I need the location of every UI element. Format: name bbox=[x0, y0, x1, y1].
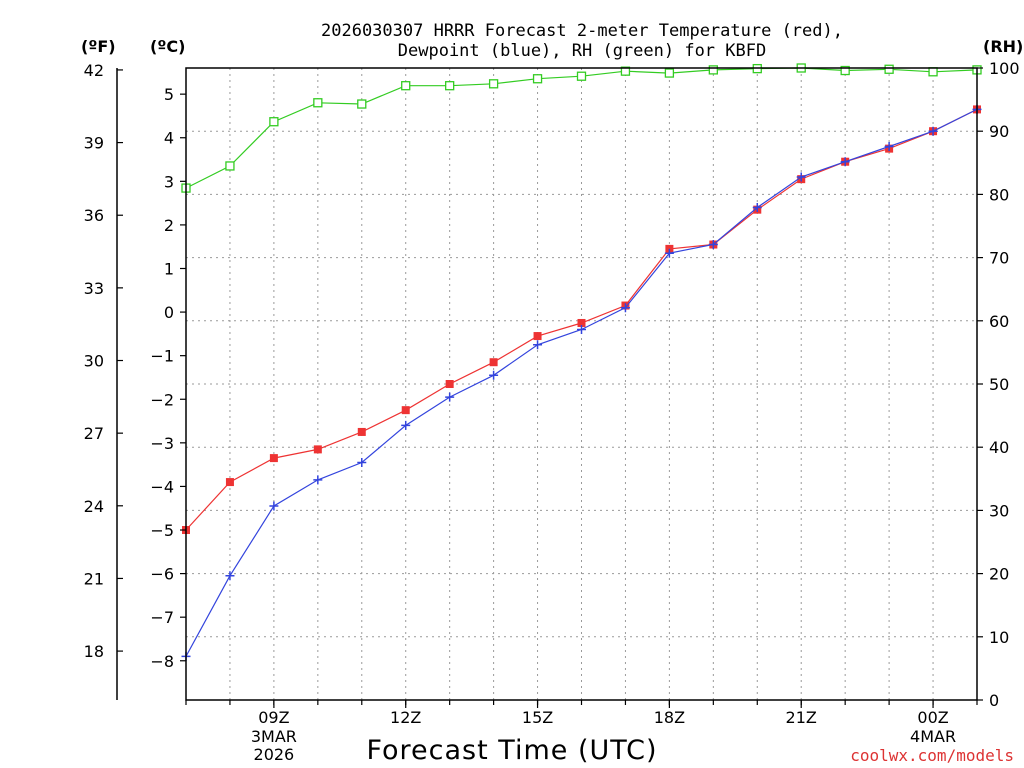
x-tick-year-label: 2026 bbox=[254, 745, 295, 764]
x-tick-date-label: 4MAR bbox=[910, 727, 956, 746]
celsius-tick-label: 1 bbox=[164, 259, 174, 278]
dewpoint-series-point bbox=[269, 501, 279, 511]
rh-tick-label: 0 bbox=[989, 691, 999, 710]
source-credit: coolwx.com/models bbox=[850, 746, 1014, 765]
temperature-series-point bbox=[313, 445, 322, 454]
dewpoint-series-point bbox=[445, 392, 455, 402]
rh-series-point bbox=[445, 81, 455, 91]
fahrenheit-tick-label: 33 bbox=[84, 279, 104, 298]
grid-lines bbox=[186, 68, 977, 700]
dewpoint-series-point bbox=[225, 571, 235, 581]
rh-tick-label: 100 bbox=[989, 59, 1020, 78]
fahrenheit-tick-label: 30 bbox=[84, 352, 104, 371]
celsius-tick-label: 0 bbox=[164, 303, 174, 322]
rh-series-point bbox=[840, 65, 850, 76]
fahrenheit-tick-label: 27 bbox=[84, 424, 104, 443]
temperature-series-point bbox=[401, 406, 410, 415]
rh-series-point bbox=[620, 66, 631, 76]
x-tick-label: 15Z bbox=[522, 708, 553, 727]
rh-tick-label: 90 bbox=[989, 122, 1009, 141]
celsius-tick-label: −8 bbox=[150, 652, 174, 671]
celsius-tick-label: −7 bbox=[150, 608, 174, 627]
dewpoint-series-line bbox=[185, 108, 978, 657]
rh-tick-label: 60 bbox=[989, 312, 1009, 331]
celsius-tick-label: −1 bbox=[150, 347, 174, 366]
temperature-series-point bbox=[357, 427, 366, 436]
axis-ticks: −8 −7 −6 −5 −4 −3 −2 −1 0 1 2 3 4 5 18 21 24 27 30 33 36 39 42… bbox=[84, 59, 1020, 764]
dewpoint-series-point bbox=[708, 240, 718, 250]
x-tick-label: 09Z bbox=[258, 708, 289, 727]
temperature-series-point bbox=[489, 358, 498, 367]
celsius-tick-label: −5 bbox=[150, 521, 174, 540]
celsius-tick-label: 4 bbox=[164, 129, 174, 148]
dewpoint-series-point bbox=[357, 457, 367, 467]
rh-series-point bbox=[225, 161, 235, 171]
rh-tick-label: 80 bbox=[989, 185, 1009, 204]
dewpoint-series-point bbox=[928, 126, 938, 136]
celsius-tick-label: −2 bbox=[150, 390, 174, 409]
temperature-series-point bbox=[445, 380, 454, 388]
celsius-tick-label: −4 bbox=[150, 477, 174, 496]
x-tick-label: 18Z bbox=[654, 708, 685, 727]
chart-title-line-1: 2026030307 HRRR Forecast 2-meter Tempera… bbox=[321, 21, 843, 41]
fahrenheit-tick-label: 18 bbox=[84, 642, 104, 661]
x-tick-date-label: 3MAR bbox=[251, 727, 297, 746]
dewpoint-series-point bbox=[664, 248, 674, 258]
rh-series-point bbox=[269, 117, 279, 127]
dewpoint-series-point bbox=[577, 325, 586, 335]
dewpoint-series-point bbox=[620, 303, 630, 313]
temperature-series-point bbox=[225, 478, 234, 487]
rh-tick-label: 70 bbox=[989, 249, 1009, 268]
dewpoint-series-point bbox=[401, 420, 411, 430]
celsius-tick-label: 5 bbox=[164, 85, 174, 104]
x-axis-title: Forecast Time (UTC) bbox=[366, 735, 657, 766]
fahrenheit-tick-label: 36 bbox=[84, 206, 104, 225]
rh-series-point bbox=[708, 65, 718, 75]
x-tick-label: 12Z bbox=[390, 708, 421, 727]
rh-unit-label: (RH) bbox=[983, 37, 1023, 56]
rh-tick-label: 40 bbox=[989, 438, 1009, 457]
x-tick-label: 21Z bbox=[786, 708, 817, 727]
dewpoint-series-point bbox=[884, 141, 894, 151]
rh-tick-label: 30 bbox=[989, 501, 1009, 520]
rh-tick-label: 10 bbox=[989, 628, 1009, 647]
dewpoint-series-point bbox=[313, 475, 323, 485]
dewpoint-series-point bbox=[752, 202, 762, 212]
fahrenheit-tick-label: 24 bbox=[84, 497, 104, 516]
celsius-tick-label: 2 bbox=[164, 216, 174, 235]
celsius-tick-label: 3 bbox=[164, 172, 174, 191]
temperature-series-point bbox=[533, 332, 542, 341]
rh-series-point bbox=[884, 64, 894, 74]
celsius-tick-label: −3 bbox=[150, 434, 174, 453]
dewpoint-series-point bbox=[533, 340, 543, 350]
fahrenheit-tick-label: 39 bbox=[84, 134, 104, 153]
temperature-series-point bbox=[577, 318, 586, 327]
chart-title-line-2: Dewpoint (blue), RH (green) for KBFD bbox=[398, 41, 766, 61]
celsius-tick-label: −6 bbox=[150, 565, 174, 584]
rh-series-point bbox=[401, 81, 411, 91]
rh-series-point bbox=[313, 98, 323, 108]
x-tick-label: 00Z bbox=[917, 708, 948, 727]
dewpoint-series-point bbox=[796, 172, 806, 182]
fahrenheit-tick-label: 21 bbox=[84, 569, 104, 588]
rh-series-point bbox=[532, 74, 543, 84]
dewpoint-series-point bbox=[489, 370, 499, 380]
celsius-unit-label: (ºC) bbox=[150, 37, 185, 56]
rh-series-point bbox=[664, 68, 675, 78]
rh-tick-label: 50 bbox=[989, 375, 1009, 394]
rh-tick-label: 20 bbox=[989, 565, 1009, 584]
dewpoint-series-point bbox=[840, 157, 850, 167]
rh-series-point bbox=[488, 79, 499, 89]
rh-series-point bbox=[357, 99, 367, 109]
rh-series-point bbox=[928, 67, 938, 77]
fahrenheit-tick-label: 42 bbox=[84, 61, 104, 80]
fahrenheit-unit-label: (ºF) bbox=[81, 37, 116, 56]
temperature-series-point bbox=[269, 454, 278, 463]
rh-series-point bbox=[576, 71, 587, 81]
